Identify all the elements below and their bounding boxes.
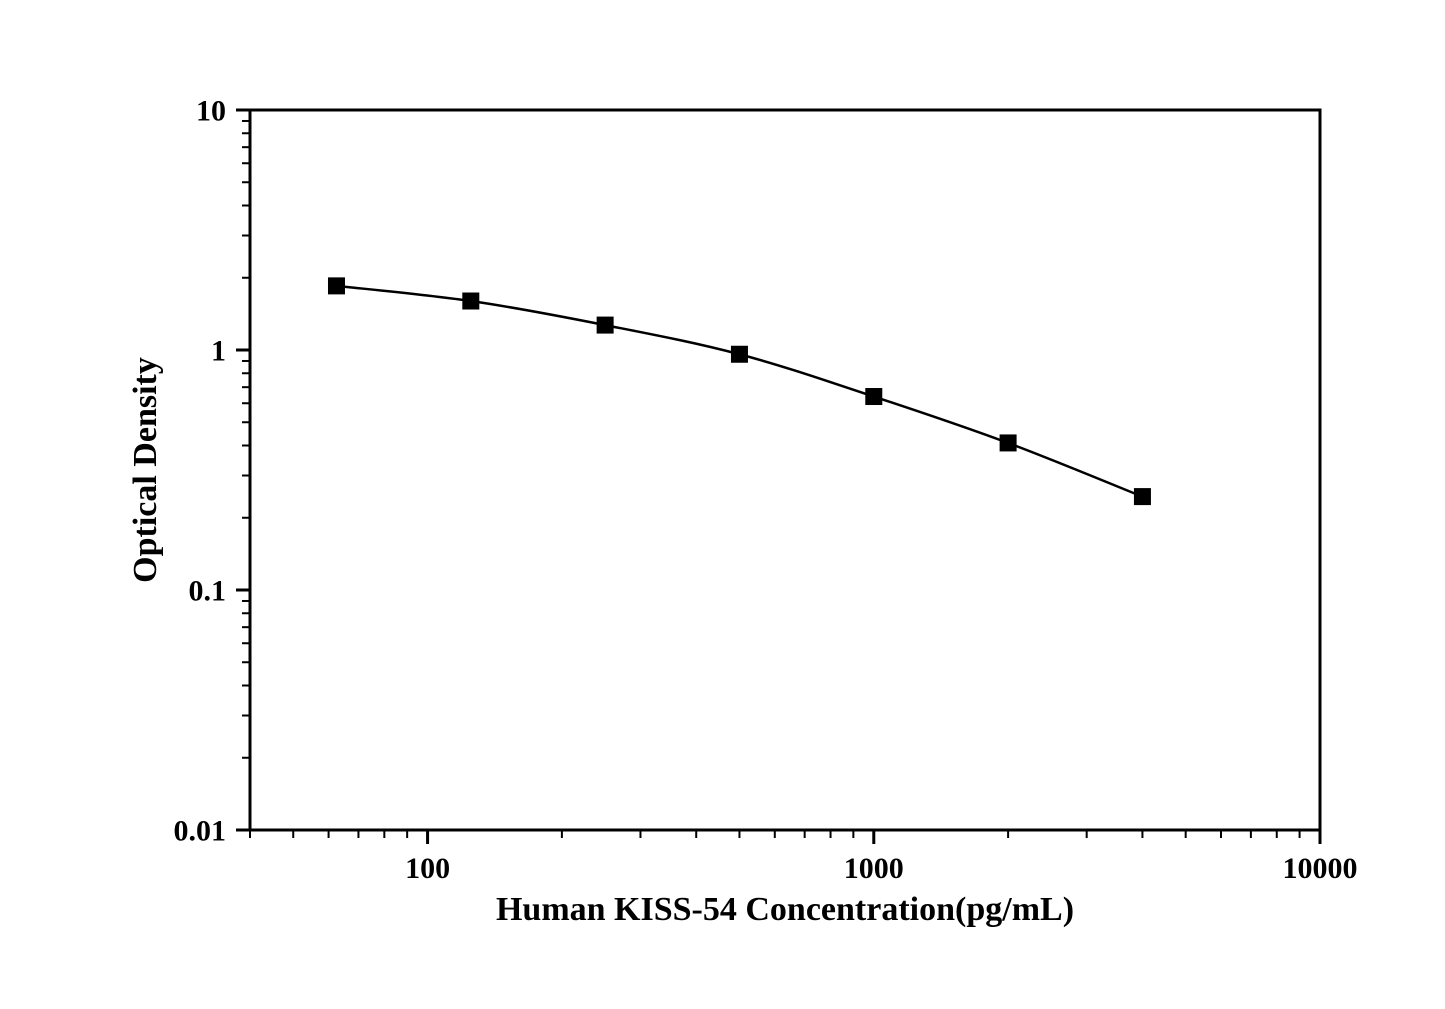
data-marker [866, 389, 882, 405]
data-marker [731, 346, 747, 362]
y-tick-label: 1 [211, 335, 226, 368]
data-marker [1000, 435, 1016, 451]
y-axis-label: Optical Density [127, 357, 164, 583]
chart-container: 100 1000 10000 0.01 0.1 1 10 Human KISS-54 Conc… [0, 0, 1445, 1009]
data-marker [597, 317, 613, 333]
data-marker [463, 293, 479, 309]
data-marker [1134, 489, 1150, 505]
y-tick-label: 0.01 [174, 815, 227, 848]
x-axis-label: Human KISS-54 Concentration(pg/mL) [496, 891, 1074, 928]
chart-bg [0, 0, 1445, 1009]
y-tick-label: 0.1 [189, 575, 227, 608]
x-tick-label: 10000 [1283, 852, 1358, 885]
x-tick-label: 100 [405, 852, 450, 885]
y-tick-label: 10 [196, 95, 226, 128]
chart-svg: 100 1000 10000 0.01 0.1 1 10 Human KISS-54 Conc… [0, 0, 1445, 1009]
data-marker [328, 278, 344, 294]
x-tick-label: 1000 [844, 852, 904, 885]
